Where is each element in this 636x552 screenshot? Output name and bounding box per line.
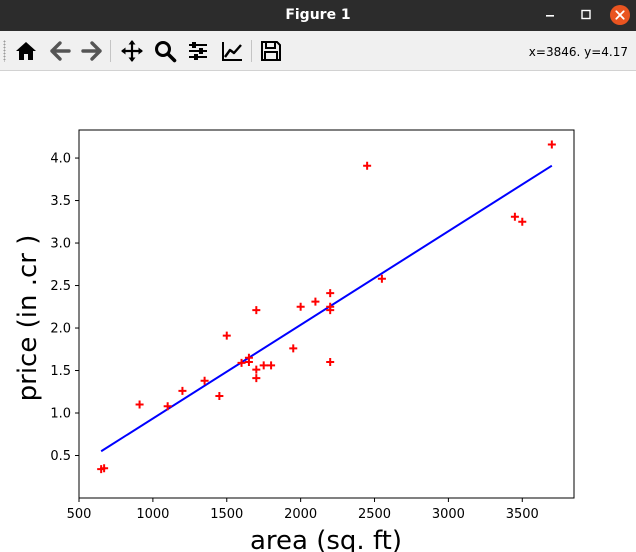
data-point xyxy=(244,353,253,362)
data-point xyxy=(237,358,246,367)
minimize-icon xyxy=(546,15,554,17)
pan-button[interactable] xyxy=(118,37,146,65)
y-tick-label: 2.0 xyxy=(50,322,71,337)
home-icon xyxy=(16,42,36,60)
x-tick-label: 2500 xyxy=(358,507,391,522)
x-tick-label: 3000 xyxy=(432,507,465,522)
scatter-plot[interactable]: 500 1000 1500 2000 2500 3000 3500 0.5 1.0 1.5 2.0… xyxy=(0,71,636,552)
navigation-toolbar: x=3846. y=4.17 xyxy=(0,31,636,71)
forward-button[interactable] xyxy=(78,37,106,65)
data-point xyxy=(178,386,187,395)
window-titlebar: Figure 1 xyxy=(0,0,636,31)
pan-move-icon xyxy=(121,40,143,62)
data-point xyxy=(547,140,556,149)
y-tick-label: 2.5 xyxy=(50,279,71,294)
data-point xyxy=(215,392,224,401)
edit-axis-button[interactable] xyxy=(218,37,246,65)
regression-line xyxy=(100,164,553,453)
toolbar-separator xyxy=(251,40,252,62)
figure-canvas[interactable]: 500 1000 1500 2000 2500 3000 3500 0.5 1.0 1.5 2.0… xyxy=(0,71,636,552)
y-tick-label: 0.5 xyxy=(50,449,71,464)
cursor-coordinates: x=3846. y=4.17 xyxy=(528,45,628,59)
toolbar-separator xyxy=(110,40,111,62)
zoom-magnifier-icon xyxy=(155,41,177,63)
save-floppy-icon xyxy=(261,41,281,61)
axes-frame xyxy=(78,129,575,499)
data-point xyxy=(518,217,527,226)
x-tick-label: 2000 xyxy=(284,507,317,522)
data-point xyxy=(163,402,172,411)
data-point xyxy=(222,331,231,340)
window-title: Figure 1 xyxy=(285,7,351,23)
data-point xyxy=(377,274,386,283)
minimize-button[interactable] xyxy=(539,4,561,26)
data-point xyxy=(100,464,109,473)
back-arrow-icon xyxy=(50,41,71,61)
data-point xyxy=(252,306,261,315)
data-point xyxy=(267,361,276,370)
back-button[interactable] xyxy=(46,37,74,65)
x-tick-label: 1500 xyxy=(210,507,243,522)
y-tick-label: 3.0 xyxy=(50,237,71,252)
data-point xyxy=(326,289,335,298)
data-point xyxy=(510,212,519,221)
x-tick-label: 500 xyxy=(67,507,92,522)
edit-axis-curves-icon xyxy=(222,42,242,61)
data-point xyxy=(363,161,372,170)
data-point xyxy=(259,361,268,370)
data-point xyxy=(252,365,261,374)
save-button[interactable] xyxy=(257,37,285,65)
forward-arrow-icon xyxy=(81,41,102,61)
close-button[interactable] xyxy=(609,4,631,26)
data-point xyxy=(135,400,144,409)
y-tick-label: 1.5 xyxy=(50,364,71,379)
y-axis-label: price (in .cr ) xyxy=(13,235,43,402)
maximize-button[interactable] xyxy=(575,4,597,26)
configure-subplots-icon xyxy=(189,42,207,60)
x-tick-label: 1000 xyxy=(136,507,169,522)
home-button[interactable] xyxy=(12,37,40,65)
configure-subplots-button[interactable] xyxy=(184,37,212,65)
y-tick-label: 1.0 xyxy=(50,407,71,422)
data-point xyxy=(326,358,335,367)
y-tick-label: 3.5 xyxy=(50,194,71,209)
zoom-button[interactable] xyxy=(151,37,179,65)
y-tick-label: 4.0 xyxy=(50,152,71,167)
data-point xyxy=(289,344,298,353)
data-point xyxy=(296,302,305,311)
toolbar-grip[interactable] xyxy=(3,40,6,62)
x-axis-label: area (sq. ft) xyxy=(250,526,402,552)
x-tick-label: 3500 xyxy=(506,507,539,522)
data-point xyxy=(311,297,320,306)
close-icon xyxy=(610,5,630,25)
data-point xyxy=(326,302,335,311)
data-point xyxy=(200,376,209,385)
data-point xyxy=(252,374,261,383)
maximize-icon xyxy=(581,9,591,20)
